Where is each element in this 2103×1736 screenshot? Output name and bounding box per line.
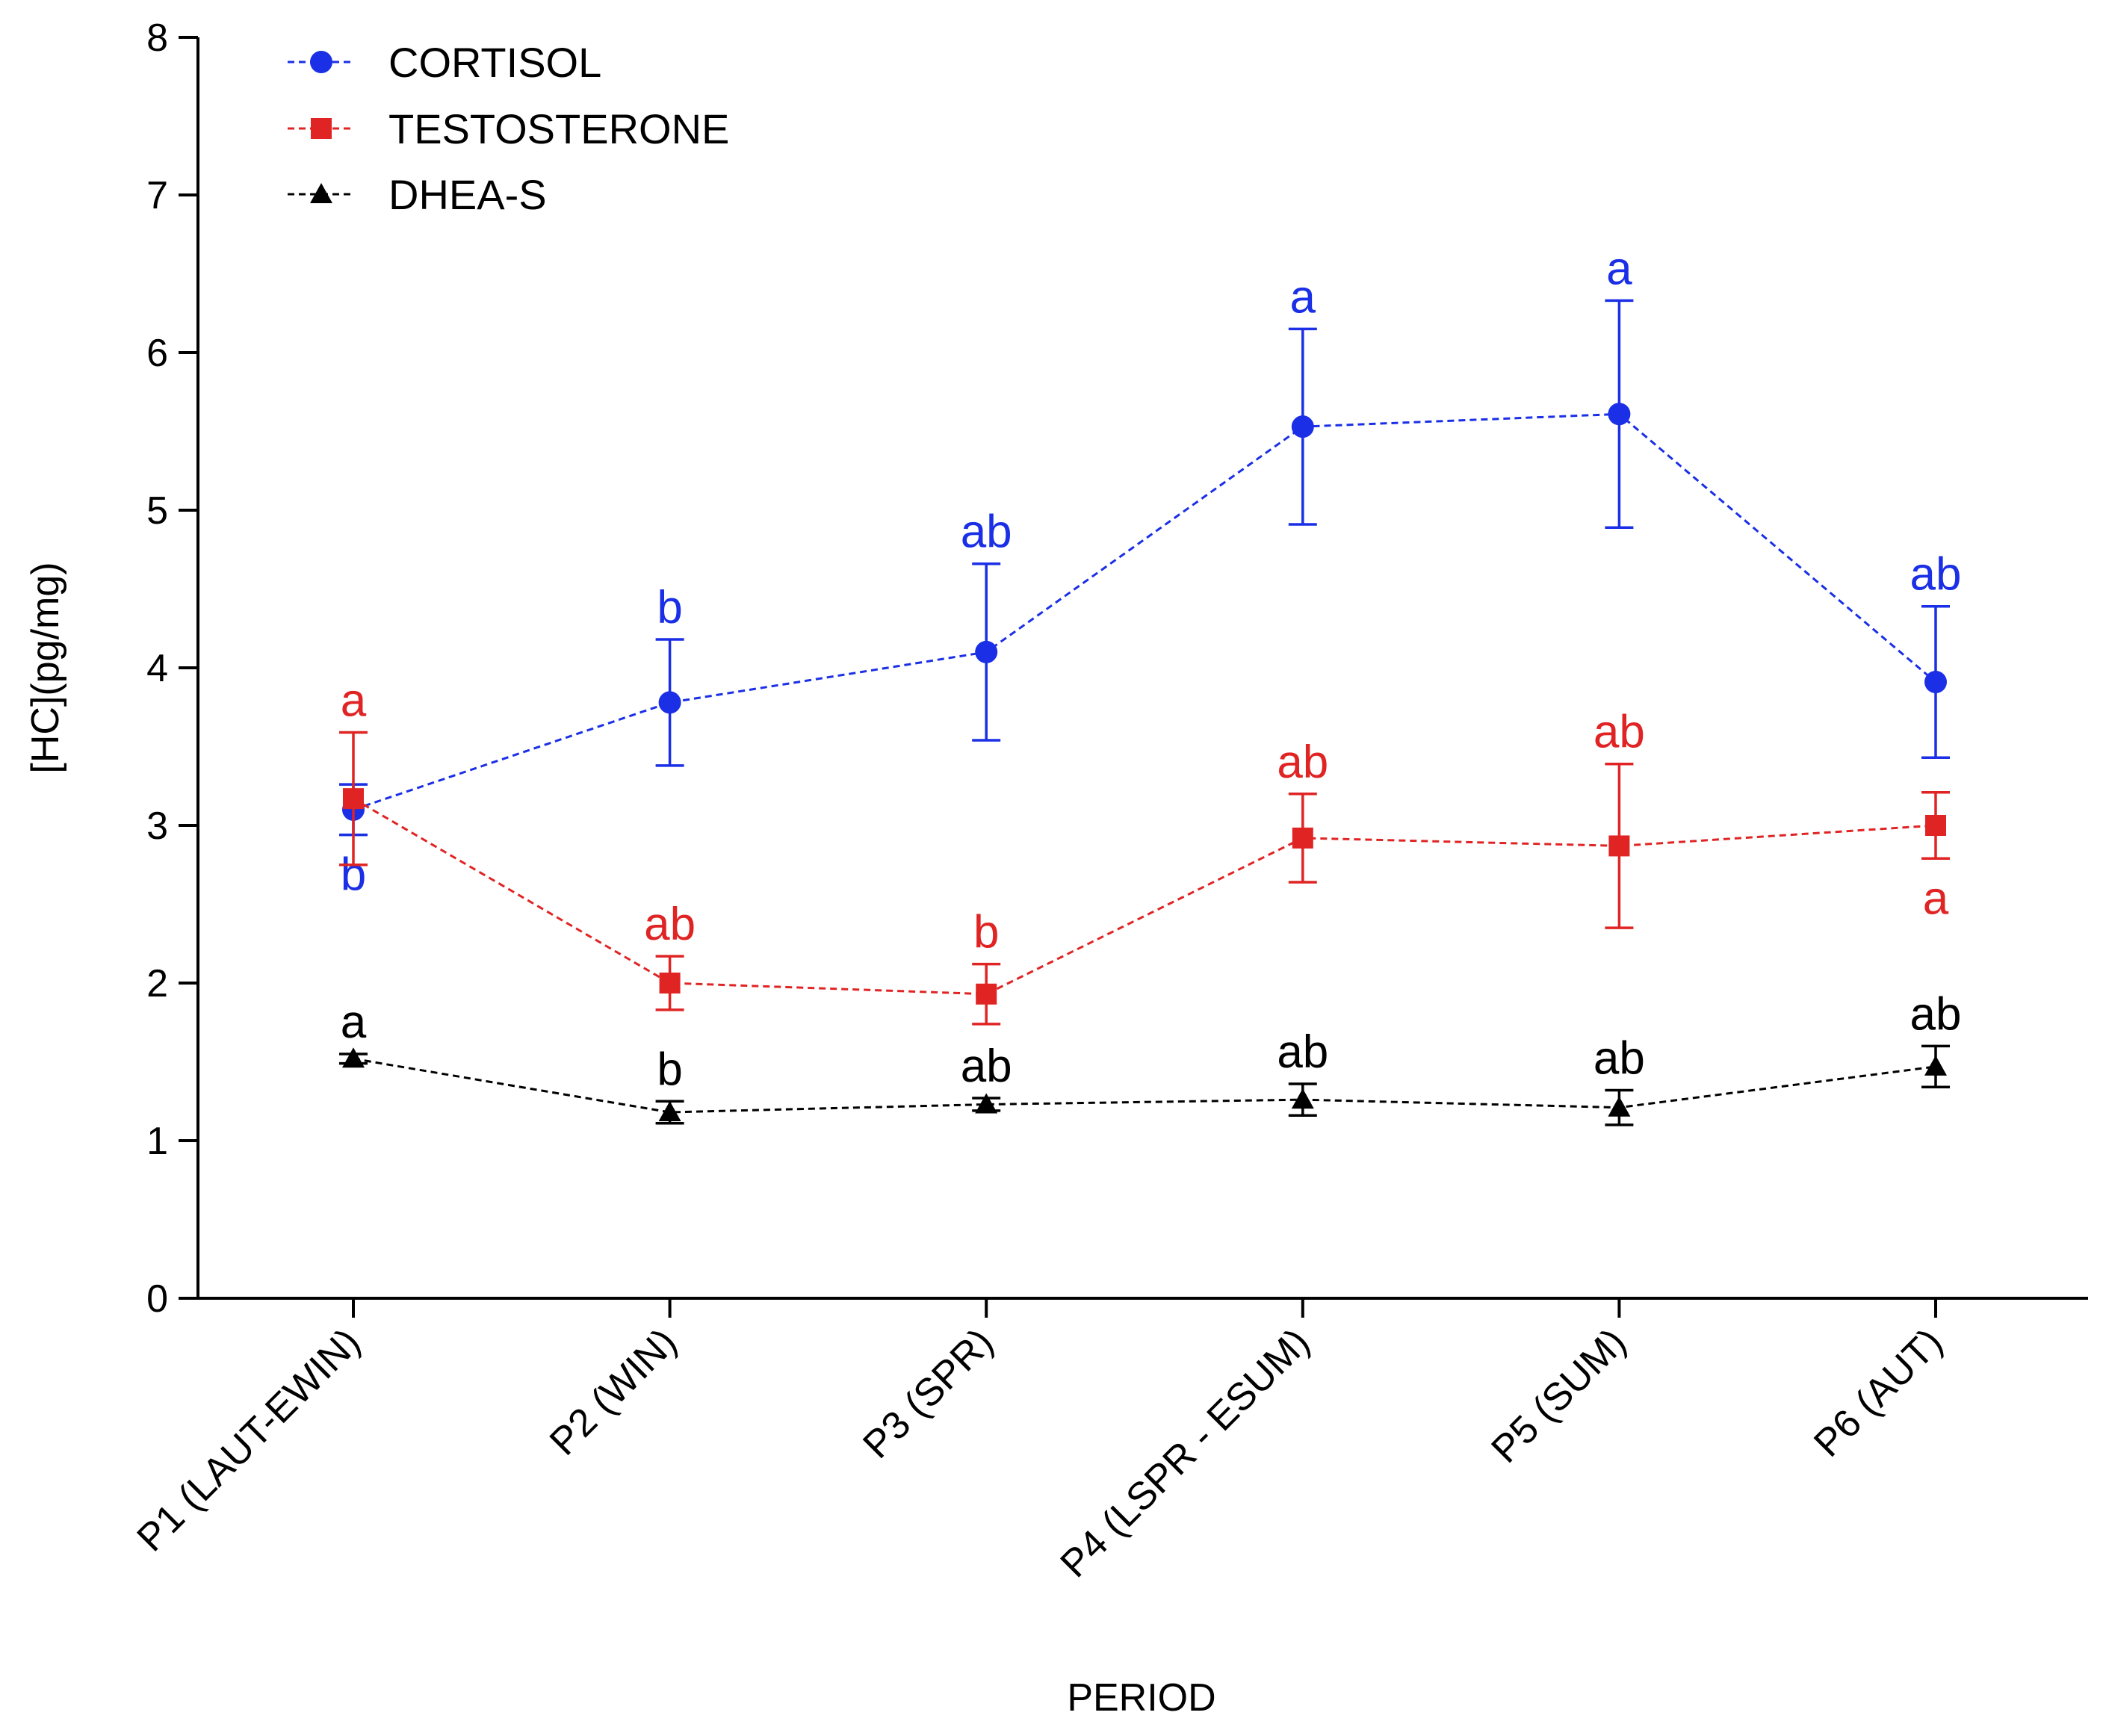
- significance-label: ab: [1593, 707, 1645, 758]
- significance-label: b: [973, 907, 999, 958]
- significance-label: b: [657, 582, 682, 633]
- data-point: [975, 1093, 998, 1114]
- data-point: [1924, 1055, 1947, 1076]
- data-point: [976, 983, 997, 1005]
- axes-layer: 0 1 2 3 4 5 6 7 8 P1 (LAUT-EWIN) P2 (WIN) P3 (SPR) P…: [129, 16, 2088, 1586]
- y-tick-label: 8: [146, 16, 168, 60]
- data-point: [658, 691, 681, 714]
- y-tick-label: 6: [146, 332, 168, 375]
- data-point: [1608, 1096, 1631, 1117]
- x-tick-label: P6 (AUT): [1806, 1320, 1951, 1465]
- x-tick-label: P2 (WIN): [542, 1320, 685, 1463]
- y-tick-label: 2: [146, 962, 168, 1005]
- legend-marker: [310, 183, 332, 203]
- significance-label: ab: [1910, 549, 1962, 601]
- y-tick-label: 5: [146, 489, 168, 533]
- data-point: [342, 1047, 365, 1068]
- data-point: [1291, 1088, 1314, 1109]
- significance-label: ab: [1593, 1032, 1645, 1084]
- series-line: [353, 1057, 1936, 1114]
- y-tick-label: 1: [146, 1120, 168, 1163]
- legend-item: CORTISOL: [288, 39, 601, 86]
- legend-marker: [311, 118, 332, 139]
- data-point: [343, 788, 364, 810]
- data-point: [1292, 827, 1313, 849]
- significance-label: ab: [1910, 988, 1962, 1040]
- significance-label: a: [1923, 872, 1949, 924]
- data-point: [1924, 670, 1947, 693]
- data-point: [1608, 403, 1631, 426]
- significance-label: ab: [644, 899, 696, 950]
- legend-label: DHEA-S: [388, 171, 547, 218]
- x-tick-label: P1 (LAUT-EWIN): [129, 1320, 369, 1560]
- data-point: [659, 973, 681, 993]
- y-tick-label: 0: [146, 1277, 168, 1321]
- significance-label: ab: [1277, 737, 1328, 788]
- data-point: [1608, 835, 1630, 857]
- legend: CORTISOL TESTOSTERONE DHEA-S: [288, 39, 729, 218]
- x-axis-title: PERIOD: [1067, 1676, 1215, 1720]
- significance-label: ab: [1277, 1026, 1328, 1078]
- significance-label: b: [657, 1044, 682, 1095]
- significance-label: a: [341, 996, 367, 1048]
- series-testosterone: a ab b ab ab a: [339, 675, 1950, 1026]
- data-point: [658, 1101, 681, 1122]
- legend-marker: [310, 51, 332, 73]
- x-tick-label: P3 (SPR): [855, 1320, 1001, 1466]
- data-point: [975, 640, 998, 663]
- y-axis-title: [HC](pg/mg): [24, 562, 67, 773]
- series-line: [353, 412, 1936, 811]
- data-point: [1925, 815, 1946, 836]
- y-tick-label: 4: [146, 647, 168, 690]
- series-line: [353, 797, 1936, 996]
- legend-label: CORTISOL: [388, 39, 601, 86]
- significance-label: ab: [961, 1041, 1012, 1092]
- y-tick-label: 3: [146, 805, 168, 848]
- legend-label: TESTOSTERONE: [388, 105, 729, 152]
- significance-label: a: [1290, 271, 1316, 323]
- significance-label: a: [1606, 243, 1632, 294]
- significance-label: ab: [961, 506, 1012, 558]
- data-point: [1291, 415, 1314, 438]
- legend-item: DHEA-S: [288, 171, 547, 218]
- x-tick-label: P5 (SUM): [1483, 1320, 1634, 1471]
- significance-label: a: [341, 675, 367, 727]
- legend-item: TESTOSTERONE: [288, 105, 729, 152]
- x-tick-label: P4 (LSPR - ESUM): [1053, 1320, 1319, 1586]
- y-tick-label: 7: [146, 174, 168, 217]
